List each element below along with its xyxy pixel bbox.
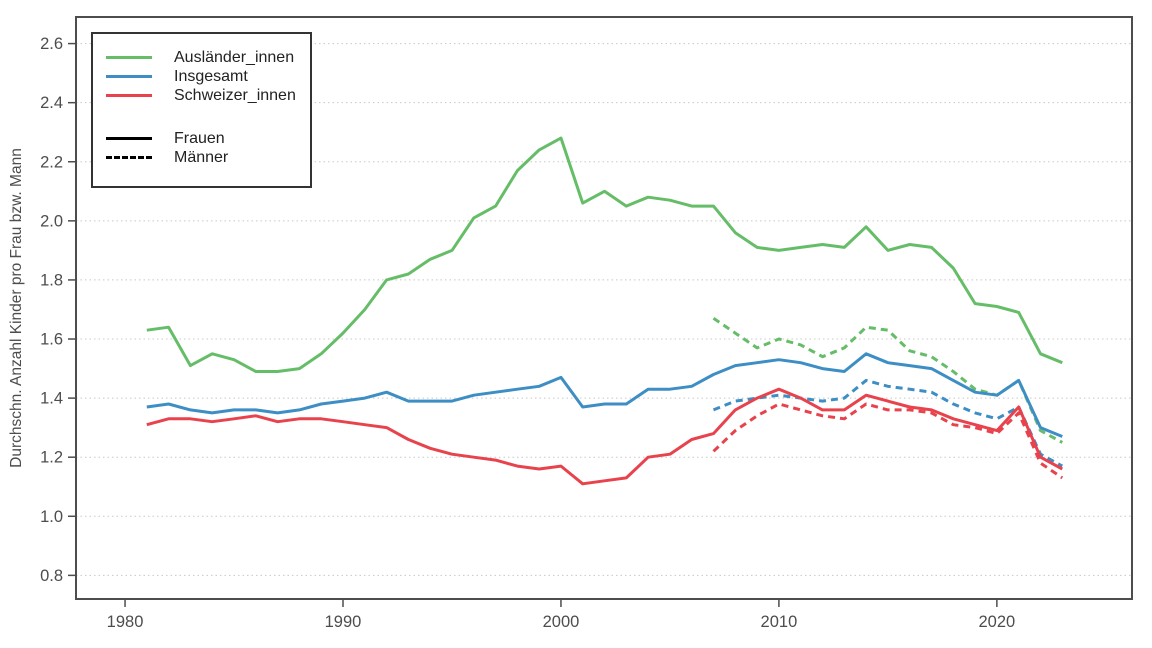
legend-item-insgesamt: Insgesamt	[93, 67, 310, 86]
series-line-auslaender-innen-frauen	[146, 136, 1063, 373]
legend-swatch-insgesamt-icon	[106, 75, 152, 78]
legend-item-auslaender: Ausländer_innen	[93, 48, 310, 67]
legend-swatch-maenner-dashed-line-icon	[106, 156, 152, 159]
series-line-insgesamt-maenner	[712, 378, 1064, 468]
legend-item-frauen: Frauen	[93, 129, 310, 148]
series-line-auslaender-innen-maenner	[712, 317, 1064, 444]
y-tick-label: 0.8	[40, 567, 63, 585]
legend-label-frauen: Frauen	[174, 129, 225, 147]
x-tick-label: 2000	[543, 613, 580, 631]
y-tick-label: 1.4	[40, 390, 63, 408]
legend-item-schweizer: Schweizer_innen	[93, 86, 310, 105]
x-tick-label: 2020	[979, 613, 1016, 631]
series-line-insgesamt-frauen	[146, 352, 1063, 438]
legend-label-maenner: Männer	[174, 148, 229, 166]
series-line-schweizer-innen-maenner	[712, 402, 1064, 480]
y-axis-title: Durchschn. Anzahl Kinder pro Frau bzw. M…	[8, 148, 25, 468]
legend-swatch-schweizer-icon	[106, 94, 152, 97]
legend: Ausländer_innen Insgesamt Schweizer_inne…	[91, 32, 312, 188]
legend-item-maenner: Männer	[93, 148, 310, 167]
y-tick-label: 2.0	[40, 212, 63, 230]
x-tick-label: 1980	[107, 613, 144, 631]
y-tick-label: 1.0	[40, 508, 63, 526]
legend-swatch-frauen-solid-line-icon	[106, 137, 152, 140]
y-tick-label: 2.6	[40, 35, 63, 53]
panel-border	[75, 16, 1133, 600]
y-tick-label: 1.6	[40, 331, 63, 349]
legend-swatch-auslaender-icon	[106, 56, 152, 59]
x-tick-label: 2010	[761, 613, 798, 631]
legend-label-insgesamt: Insgesamt	[174, 67, 248, 85]
y-tick-label: 1.2	[40, 449, 63, 467]
legend-label-auslaender: Ausländer_innen	[174, 48, 295, 66]
x-tick-label: 1990	[325, 613, 362, 631]
series-line-schweizer-innen-frauen	[146, 387, 1064, 486]
y-tick-label: 1.8	[40, 271, 63, 289]
y-tick-label: 2.4	[40, 94, 63, 112]
legend-label-schweizer: Schweizer_innen	[174, 86, 296, 104]
y-tick-label: 2.2	[40, 153, 63, 171]
